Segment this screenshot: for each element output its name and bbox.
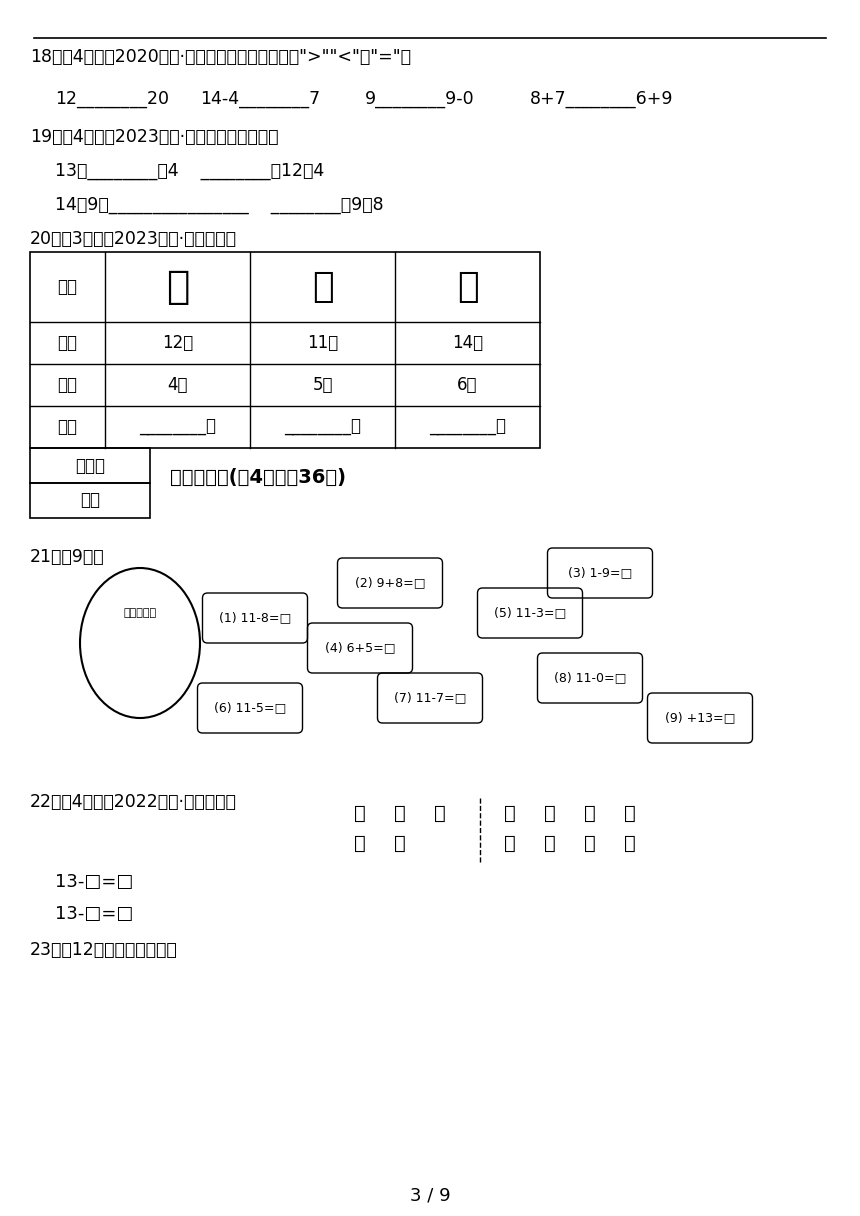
Text: 🍶: 🍶 bbox=[166, 268, 189, 306]
Text: 4瓶: 4瓶 bbox=[167, 376, 187, 394]
Text: (5) 11-3=□: (5) 11-3=□ bbox=[494, 607, 566, 619]
Text: (6) 11-5=□: (6) 11-5=□ bbox=[214, 702, 286, 715]
Text: 得分: 得分 bbox=[80, 491, 100, 510]
Text: 云儿飘飘！: 云儿飘飘！ bbox=[124, 608, 157, 618]
Text: (1) 11-8=□: (1) 11-8=□ bbox=[219, 612, 292, 625]
Text: 23．（12分）看谁先过河。: 23．（12分）看谁先过河。 bbox=[30, 941, 178, 959]
Text: 14-4________7: 14-4________7 bbox=[200, 90, 320, 108]
Text: 🦋: 🦋 bbox=[584, 804, 596, 822]
Bar bbox=[30, 447, 150, 483]
Text: 14比9多________________    ________比9多8: 14比9多________________ ________比9多8 bbox=[55, 196, 384, 214]
Text: 8+7________6+9: 8+7________6+9 bbox=[530, 90, 673, 108]
Bar bbox=[30, 252, 540, 447]
Bar bbox=[30, 483, 150, 518]
Text: 22．（4分）（2022一下·余江期末）: 22．（4分）（2022一下·余江期末） bbox=[30, 793, 236, 811]
Text: ________个: ________个 bbox=[284, 418, 361, 437]
Text: 14副: 14副 bbox=[452, 334, 483, 351]
Text: 3 / 9: 3 / 9 bbox=[409, 1186, 451, 1204]
Text: 9________9-0: 9________9-0 bbox=[365, 90, 475, 108]
Text: (3) 1-9=□: (3) 1-9=□ bbox=[568, 567, 632, 580]
Text: 阅卷人: 阅卷人 bbox=[75, 456, 105, 474]
Text: (7) 11-7=□: (7) 11-7=□ bbox=[394, 692, 466, 704]
Text: 🦋: 🦋 bbox=[354, 833, 366, 852]
Text: 📐: 📐 bbox=[457, 270, 478, 304]
Text: 还剩: 还剩 bbox=[57, 418, 77, 437]
Text: 四、计算题(共4题；共36分): 四、计算题(共4题；共36分) bbox=[170, 468, 346, 486]
Text: 12瓶: 12瓶 bbox=[162, 334, 194, 351]
Text: 13-□=□: 13-□=□ bbox=[55, 905, 133, 923]
Text: (2) 9+8=□: (2) 9+8=□ bbox=[354, 576, 425, 590]
Text: 卖出: 卖出 bbox=[57, 376, 77, 394]
Text: 商品: 商品 bbox=[57, 278, 77, 295]
Text: 🦋: 🦋 bbox=[584, 833, 596, 852]
Text: 🦋: 🦋 bbox=[624, 833, 636, 852]
Text: 13-□=□: 13-□=□ bbox=[55, 873, 133, 891]
Text: 🦋: 🦋 bbox=[354, 804, 366, 822]
Text: 11个: 11个 bbox=[307, 334, 338, 351]
Text: (4) 6+5=□: (4) 6+5=□ bbox=[325, 642, 396, 654]
Text: 📦: 📦 bbox=[311, 270, 334, 304]
Text: 🦋: 🦋 bbox=[544, 833, 556, 852]
Text: 21．（9分）: 21．（9分） bbox=[30, 548, 105, 565]
Text: 19．（4分）（2023一下·西平月考）我会填。: 19．（4分）（2023一下·西平月考）我会填。 bbox=[30, 128, 279, 146]
Text: 原有: 原有 bbox=[57, 334, 77, 351]
Text: (8) 11-0=□: (8) 11-0=□ bbox=[554, 671, 626, 685]
Text: 🦋: 🦋 bbox=[504, 833, 516, 852]
Text: 5个: 5个 bbox=[312, 376, 333, 394]
Text: 13比________多4    ________比12少4: 13比________多4 ________比12少4 bbox=[55, 162, 324, 180]
Text: 🦋: 🦋 bbox=[434, 804, 445, 822]
Text: 🦋: 🦋 bbox=[394, 833, 406, 852]
Text: 18．（4分）（2020一上·鼓楼期末）在横线上填上">""<"或"="。: 18．（4分）（2020一上·鼓楼期末）在横线上填上">""<"或"="。 bbox=[30, 47, 411, 66]
Text: 12________20: 12________20 bbox=[55, 90, 169, 108]
Text: 🦋: 🦋 bbox=[394, 804, 406, 822]
Text: 20．（3分）（2023一下·通榆月考）: 20．（3分）（2023一下·通榆月考） bbox=[30, 230, 237, 248]
Text: 🦋: 🦋 bbox=[544, 804, 556, 822]
Text: ________瓶: ________瓶 bbox=[139, 418, 216, 437]
Text: 🦋: 🦋 bbox=[624, 804, 636, 822]
Text: 6副: 6副 bbox=[458, 376, 478, 394]
Text: 🦋: 🦋 bbox=[504, 804, 516, 822]
Text: ________副: ________副 bbox=[429, 418, 506, 437]
Text: (9) +13=□: (9) +13=□ bbox=[665, 711, 735, 725]
